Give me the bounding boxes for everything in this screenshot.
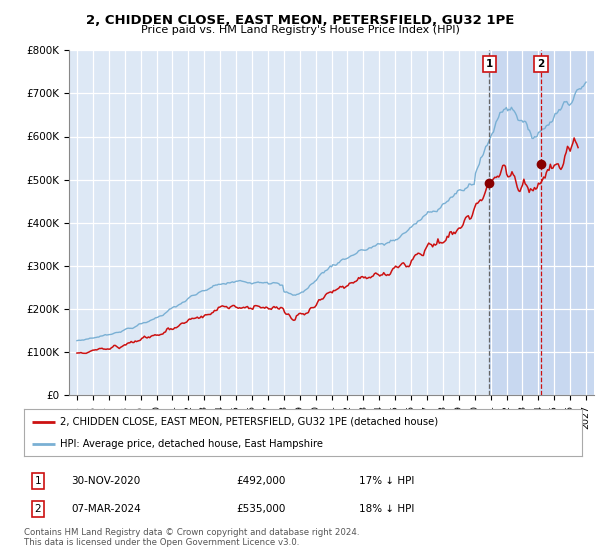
Text: 2: 2	[538, 59, 545, 69]
Text: 18% ↓ HPI: 18% ↓ HPI	[359, 504, 414, 514]
Text: 07-MAR-2024: 07-MAR-2024	[71, 504, 141, 514]
Text: HPI: Average price, detached house, East Hampshire: HPI: Average price, detached house, East…	[60, 438, 323, 449]
Text: 17% ↓ HPI: 17% ↓ HPI	[359, 476, 414, 486]
Text: 2, CHIDDEN CLOSE, EAST MEON, PETERSFIELD, GU32 1PE (detached house): 2, CHIDDEN CLOSE, EAST MEON, PETERSFIELD…	[60, 417, 439, 427]
Bar	[489, 50, 594, 395]
Text: Price paid vs. HM Land Registry's House Price Index (HPI): Price paid vs. HM Land Registry's House …	[140, 25, 460, 35]
Text: £492,000: £492,000	[236, 476, 286, 486]
Text: 1: 1	[485, 59, 493, 69]
Text: 2: 2	[35, 504, 41, 514]
Text: 1: 1	[35, 476, 41, 486]
Text: Contains HM Land Registry data © Crown copyright and database right 2024.
This d: Contains HM Land Registry data © Crown c…	[24, 528, 359, 547]
Text: 30-NOV-2020: 30-NOV-2020	[71, 476, 140, 486]
Text: £535,000: £535,000	[236, 504, 286, 514]
Text: 2, CHIDDEN CLOSE, EAST MEON, PETERSFIELD, GU32 1PE: 2, CHIDDEN CLOSE, EAST MEON, PETERSFIELD…	[86, 14, 514, 27]
